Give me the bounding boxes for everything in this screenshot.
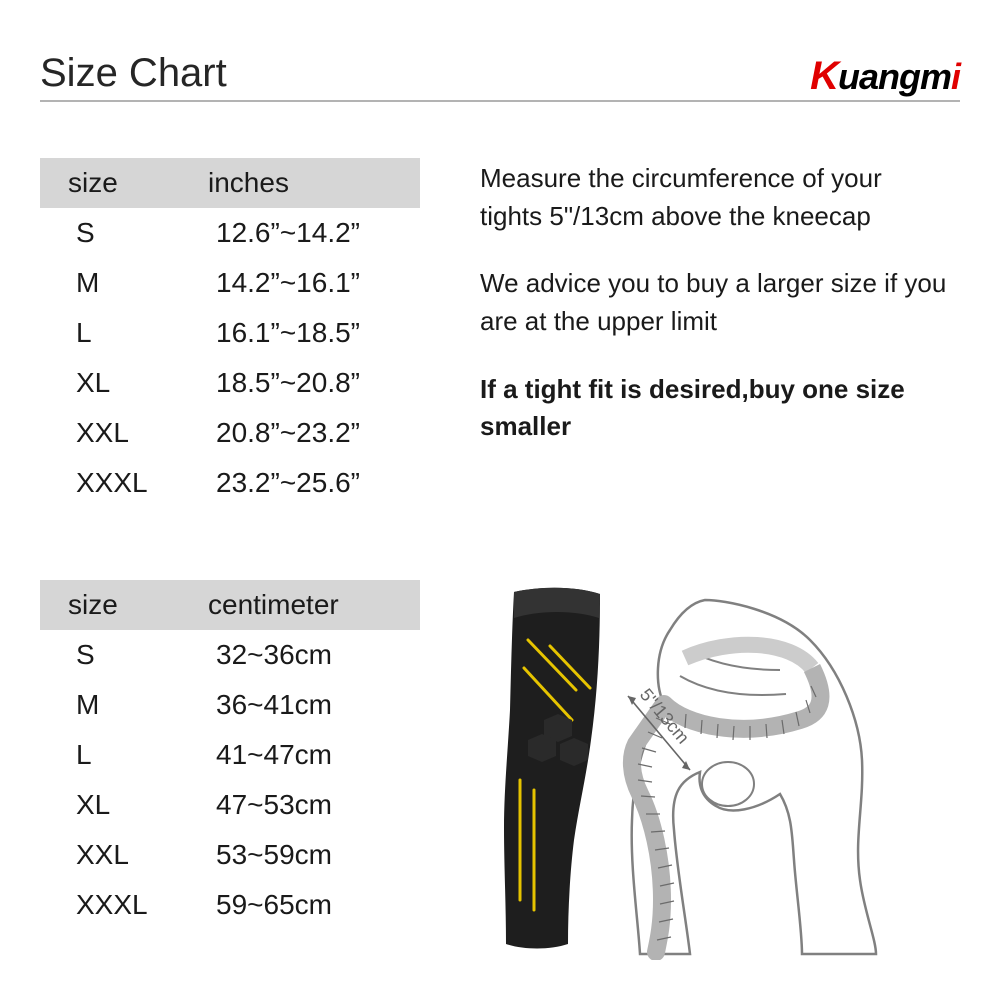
cell-size: XL [40, 367, 206, 399]
size-table-cm: size centimeter S 32~36cm M 36~41cm L 41… [40, 580, 420, 930]
cell-size: M [40, 689, 206, 721]
cell-size: L [40, 317, 206, 349]
cell-val: 53~59cm [206, 839, 420, 871]
brand-letter-i: i [951, 56, 960, 97]
cell-val: 20.8”~23.2” [206, 417, 420, 449]
table-row: XXXL 59~65cm [40, 880, 420, 930]
cell-size: XXL [40, 839, 206, 871]
cell-val: 47~53cm [206, 789, 420, 821]
measurement-illustration: 5"/13cm [480, 580, 970, 960]
cell-val: 23.2”~25.6” [206, 467, 420, 499]
info-measure: Measure the circumference of your tights… [480, 160, 950, 235]
cell-val: 12.6”~14.2” [206, 217, 420, 249]
table-row: XXXL 23.2”~25.6” [40, 458, 420, 508]
cell-val: 18.5”~20.8” [206, 367, 420, 399]
table-row: M 36~41cm [40, 680, 420, 730]
cell-size: XXL [40, 417, 206, 449]
cell-val: 16.1”~18.5” [206, 317, 420, 349]
table-row: L 16.1”~18.5” [40, 308, 420, 358]
cell-size: XXXL [40, 467, 206, 499]
th-inches: inches [198, 167, 420, 199]
info-tight-fit: If a tight fit is desired,buy one size s… [480, 371, 950, 446]
brand-logo: Kuangmi [810, 56, 960, 96]
illustration-svg: 5"/13cm [480, 580, 970, 960]
th-size: size [40, 589, 198, 621]
cell-size: M [40, 267, 206, 299]
header: Size Chart Kuangmi [40, 32, 960, 102]
size-table-inches: size inches S 12.6”~14.2” M 14.2”~16.1” … [40, 158, 420, 508]
brand-mid: uangm [838, 56, 951, 97]
cell-val: 36~41cm [206, 689, 420, 721]
table-row: XL 18.5”~20.8” [40, 358, 420, 408]
cell-size: S [40, 217, 206, 249]
knee-sleeve-icon [504, 588, 600, 949]
table-row: XXL 20.8”~23.2” [40, 408, 420, 458]
cell-size: XXXL [40, 889, 206, 921]
table-header: size inches [40, 158, 420, 208]
table-header: size centimeter [40, 580, 420, 630]
page-title: Size Chart [40, 51, 227, 96]
info-panel: Measure the circumference of your tights… [480, 160, 950, 476]
table-row: XXL 53~59cm [40, 830, 420, 880]
th-size: size [40, 167, 198, 199]
brand-letter-k: K [810, 54, 838, 98]
cell-size: S [40, 639, 206, 671]
cell-val: 14.2”~16.1” [206, 267, 420, 299]
table-row: M 14.2”~16.1” [40, 258, 420, 308]
cell-val: 59~65cm [206, 889, 420, 921]
table-row: S 32~36cm [40, 630, 420, 680]
cell-size: L [40, 739, 206, 771]
cell-val: 41~47cm [206, 739, 420, 771]
table-row: S 12.6”~14.2” [40, 208, 420, 258]
table-row: XL 47~53cm [40, 780, 420, 830]
cell-size: XL [40, 789, 206, 821]
table-row: L 41~47cm [40, 730, 420, 780]
info-larger: We advice you to buy a larger size if yo… [480, 265, 950, 340]
cell-val: 32~36cm [206, 639, 420, 671]
th-cm: centimeter [198, 589, 420, 621]
